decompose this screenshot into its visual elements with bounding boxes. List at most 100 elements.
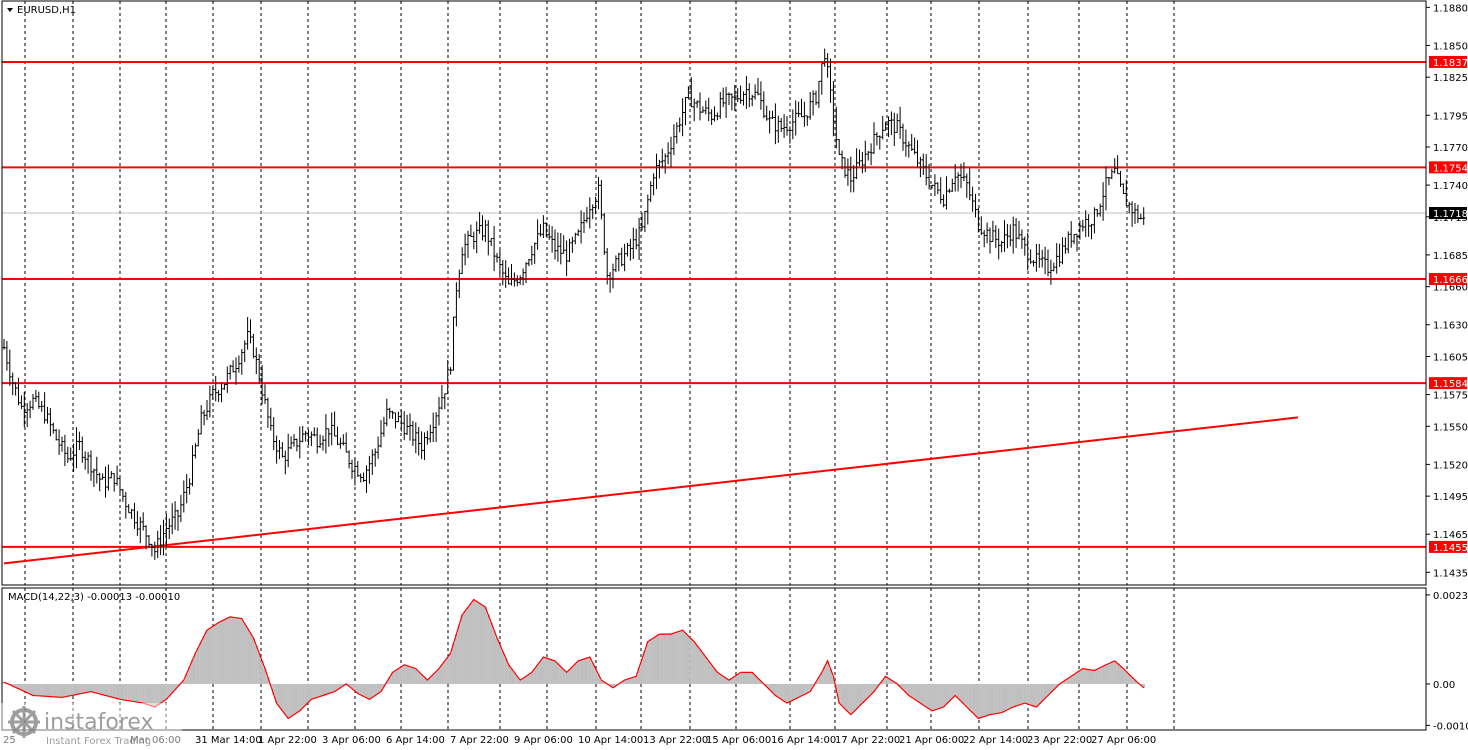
macd-histogram-bar [298,683,302,711]
price-bar [594,196,597,215]
macd-histogram-bar [1116,663,1120,684]
macd-histogram-bar [34,683,38,696]
price-bar [1029,249,1032,264]
price-bar [402,411,406,441]
macd-histogram-bar [997,683,1001,714]
price-bar [716,112,719,121]
price-bar [301,425,305,443]
macd-histogram-bar [1095,669,1099,684]
price-bar [1043,246,1047,275]
macd-histogram-bar [507,664,511,684]
price-bar [820,63,824,95]
price-bar [283,450,287,475]
macd-histogram-bar [933,683,937,710]
price-bar [89,450,93,481]
macd-histogram-bar [530,672,534,684]
price-bar [72,443,75,472]
macd-histogram-bar [336,683,339,690]
price-bar [623,243,626,272]
price-bar [803,101,806,127]
macd-histogram-bar [95,683,99,694]
dropdown-arrow-icon[interactable] [7,8,13,12]
macd-histogram-bar [739,672,743,684]
macd-histogram-bar [1124,671,1128,684]
macd-histogram-bar [721,676,725,684]
macd-histogram-bar [176,683,180,687]
macd-histogram-bar [974,683,977,716]
time-axis-label: 9 Apr 06:00 [514,735,573,746]
price-bar [1037,243,1041,268]
price-bar [269,407,273,431]
macd-histogram-bar [1119,666,1122,684]
price-bar [228,364,232,380]
macd-histogram-bar [286,683,290,719]
macd-histogram-bar [266,677,270,684]
price-bar [1003,220,1006,252]
price-bar [515,275,519,287]
price-tick-label: 1.1630 [1433,321,1468,332]
price-panel-frame [1,0,1427,586]
price-bar [130,508,133,519]
price-bar [54,428,58,441]
price-bar [530,245,534,265]
macd-histogram-bar [391,672,395,684]
macd-histogram-bar [130,683,134,702]
grid-lines [2,1,1426,730]
price-bar [431,412,435,443]
price-bar [315,427,319,454]
time-axis-label-partial: 25 [3,735,16,746]
price-bar [750,94,754,107]
macd-histogram-bar [1075,672,1079,684]
macd-histogram-bar [588,657,592,684]
macd-histogram-bar [756,678,760,684]
macd-histogram-bar [811,683,815,687]
macd-histogram-bar [1014,683,1018,707]
macd-signal-line [3,598,1145,720]
price-bar [974,193,977,218]
macd-histogram-bar [982,683,986,717]
price-bar [724,86,728,118]
price-bar [298,426,302,459]
macd-histogram-bar [1110,662,1114,684]
price-bar [663,153,667,174]
price-bar [704,100,708,115]
price-bar [576,229,580,237]
price-bar [832,80,835,137]
macd-histogram-bar [449,653,453,684]
price-bar [556,232,560,262]
price-bar [863,140,867,173]
macd-histogram-bar [541,657,545,684]
macd-histogram-bar [916,683,919,702]
macd-histogram-bar [324,683,328,695]
macd-histogram-bar [1081,668,1085,684]
macd-histogram-bar [321,683,325,696]
macd-histogram-bar [193,653,197,684]
price-bar [1049,259,1053,285]
price-bar [916,140,919,168]
macd-histogram-bar [63,683,67,697]
macd-histogram-bar [362,683,366,697]
macd-histogram-bar [1023,683,1027,704]
macd-histogram-bar [872,683,876,692]
macd-histogram-bar [652,637,656,684]
price-bar [220,382,223,403]
price-bar [278,439,281,460]
macd-histogram-bar [626,679,629,684]
price-bar [1064,237,1067,254]
price-bar [46,406,49,424]
price-bar [379,420,383,448]
macd-histogram-bar [718,674,722,684]
price-bar [689,76,693,108]
macd-histogram-bar [437,668,441,684]
price-bar [414,422,418,454]
price-bar [1014,218,1018,248]
macd-histogram-bar [779,683,783,700]
macd-histogram-bar [388,677,392,684]
macd-histogram-bar [350,683,354,689]
price-bar [1017,220,1021,240]
price-bar [333,411,336,437]
macd-histogram-bar [765,683,769,687]
level-label-bg [1429,273,1467,286]
macd-histogram-bar [1061,682,1064,684]
symbol-header[interactable]: EURUSD,H1 [7,5,76,16]
